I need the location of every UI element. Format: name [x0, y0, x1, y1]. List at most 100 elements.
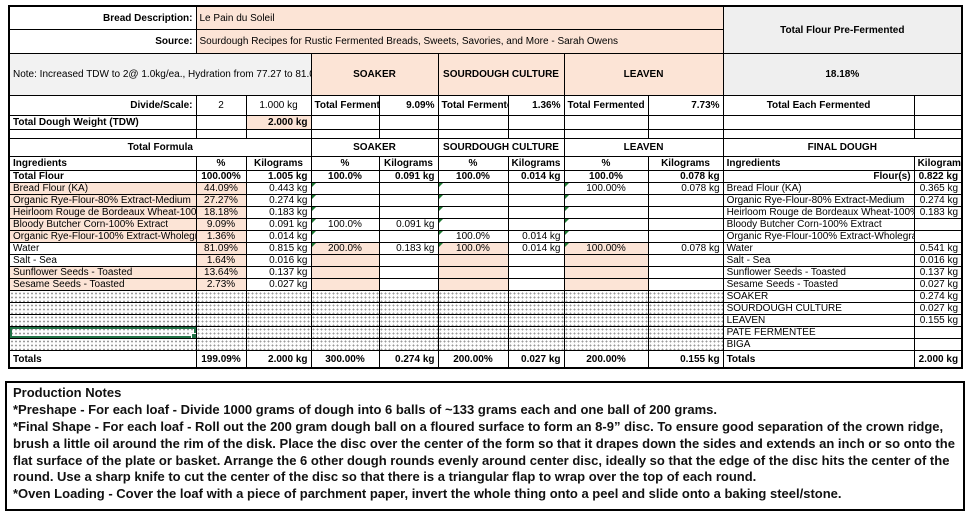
sourdough-pct-cell[interactable]	[437, 266, 509, 279]
leaven-kg-cell[interactable]	[647, 254, 724, 267]
total-flour-prefermented-value-cell[interactable]: 18.18%	[722, 53, 963, 96]
empty-cell[interactable]	[437, 290, 509, 303]
empty-cell[interactable]	[8, 314, 197, 327]
ingredient-name-cell[interactable]: Salt - Sea	[8, 254, 197, 267]
final-kg-cell[interactable]: 0.365 kg	[913, 182, 963, 195]
empty-cell[interactable]	[437, 129, 509, 139]
totals-final-label[interactable]: Totals	[722, 350, 915, 369]
empty-cell[interactable]	[647, 290, 724, 303]
empty-cell[interactable]	[8, 290, 197, 303]
empty-cell[interactable]	[378, 326, 439, 339]
kg-cell[interactable]: 0.443 kg	[245, 182, 312, 195]
final-kg-cell[interactable]: 0.016 kg	[913, 254, 963, 267]
production-notes-box[interactable]: Production Notes *Preshape - For each lo…	[5, 381, 965, 511]
totals-kg[interactable]: 2.000 kg	[245, 350, 312, 369]
empty-cell[interactable]	[245, 290, 312, 303]
section-soaker[interactable]: SOAKER	[310, 138, 439, 157]
empty-cell[interactable]	[378, 302, 439, 315]
ingredient-name-cell[interactable]: Organic Rye-Flour-100% Extract-Wholegrai…	[8, 230, 197, 243]
pct-cell[interactable]: 1.64%	[195, 254, 247, 267]
soaker-kg-cell[interactable]: 0.091 kg	[378, 218, 439, 231]
soaker-pct-cell[interactable]	[310, 206, 380, 219]
final-kg-cell[interactable]: 0.155 kg	[913, 314, 963, 327]
final-name-cell[interactable]: Salt - Sea	[722, 254, 915, 267]
kg-cell[interactable]: 0.014 kg	[245, 230, 312, 243]
final-name-cell[interactable]: BIGA	[722, 338, 915, 351]
totals-pct[interactable]: 199.09%	[195, 350, 247, 369]
col-pct[interactable]: %	[310, 156, 380, 171]
empty-cell[interactable]	[310, 338, 380, 351]
selected-cell[interactable]	[8, 326, 197, 339]
pct-cell[interactable]: 27.27%	[195, 194, 247, 207]
soaker-pct-cell[interactable]: 100.0%	[310, 218, 380, 231]
sourdough-kg-cell[interactable]	[507, 206, 565, 219]
ingredient-name-cell[interactable]: Heirloom Rouge de Bordeaux Wheat-100% Ex	[8, 206, 197, 219]
soaker-kg-cell[interactable]	[378, 206, 439, 219]
leaven-kg-cell[interactable]: 0.078 kg	[647, 170, 724, 183]
pct-cell[interactable]: 81.09%	[195, 242, 247, 255]
sourdough-pct-cell[interactable]	[437, 194, 509, 207]
sourdough-kg-cell[interactable]	[507, 218, 565, 231]
empty-cell[interactable]	[195, 290, 247, 303]
empty-cell[interactable]	[195, 338, 247, 351]
final-kg-cell[interactable]	[913, 338, 963, 351]
soaker-kg-cell[interactable]	[378, 182, 439, 195]
leaven-pct-cell[interactable]: 100.00%	[563, 182, 649, 195]
leaven-kg-cell[interactable]	[647, 206, 724, 219]
leaven-pct-cell[interactable]	[563, 206, 649, 219]
final-kg-cell[interactable]	[913, 326, 963, 339]
col-pct[interactable]: %	[437, 156, 509, 171]
sourdough-kg-cell[interactable]	[507, 266, 565, 279]
totals-final-kg[interactable]: 2.000 kg	[913, 350, 963, 369]
leaven-pct-cell[interactable]	[563, 230, 649, 243]
empty-cell[interactable]	[647, 115, 724, 130]
leaven-kg-cell[interactable]	[647, 266, 724, 279]
leaven-total-fermented-label[interactable]: Total Fermented	[563, 95, 649, 116]
sourdough-kg-cell[interactable]	[507, 182, 565, 195]
empty-cell[interactable]	[437, 338, 509, 351]
section-final-dough[interactable]: FINAL DOUGH	[722, 138, 963, 157]
sourdough-kg-cell[interactable]: 0.014 kg	[507, 170, 565, 183]
totals-soaker-pct[interactable]: 300.00%	[310, 350, 380, 369]
empty-cell[interactable]	[195, 314, 247, 327]
soaker-pct-cell[interactable]	[310, 230, 380, 243]
sourdough-pct-cell[interactable]: 100.0%	[437, 170, 509, 183]
empty-cell[interactable]	[245, 326, 312, 339]
empty-cell[interactable]	[913, 95, 963, 116]
empty-cell[interactable]	[913, 129, 963, 139]
note-cell[interactable]: Note: Increased TDW to 2@ 1.0kg/ea., Hyd…	[8, 53, 312, 96]
soaker-kg-cell[interactable]	[378, 278, 439, 291]
empty-cell[interactable]	[378, 314, 439, 327]
empty-cell[interactable]	[245, 302, 312, 315]
final-name-cell[interactable]: Sunflower Seeds - Toasted	[722, 266, 915, 279]
soaker-kg-cell[interactable]	[378, 254, 439, 267]
empty-cell[interactable]	[8, 129, 197, 139]
empty-cell[interactable]	[563, 338, 649, 351]
empty-cell[interactable]	[437, 302, 509, 315]
leaven-title-cell[interactable]: LEAVEN	[563, 53, 724, 96]
ingredient-name-cell[interactable]: Organic Rye-Flour-80% Extract-Medium	[8, 194, 197, 207]
source-value-cell[interactable]: Sourdough Recipes for Rustic Fermented B…	[195, 29, 724, 54]
sourdough-kg-cell[interactable]	[507, 194, 565, 207]
bread-description-value-cell[interactable]: Le Pain du Soleil	[195, 5, 724, 30]
col-ingredients[interactable]: Ingredients	[722, 156, 915, 171]
ingredient-name-cell[interactable]: Sunflower Seeds - Toasted	[8, 266, 197, 279]
final-name-cell[interactable]: SOURDOUGH CULTURE	[722, 302, 915, 315]
empty-cell[interactable]	[647, 338, 724, 351]
sourdough-kg-cell[interactable]	[507, 278, 565, 291]
empty-cell[interactable]	[507, 326, 565, 339]
empty-cell[interactable]	[437, 314, 509, 327]
soaker-title-cell[interactable]: SOAKER	[310, 53, 439, 96]
soaker-pct-cell[interactable]	[310, 278, 380, 291]
totals-label[interactable]: Totals	[8, 350, 197, 369]
leaven-pct-cell[interactable]: 100.00%	[563, 242, 649, 255]
pct-cell[interactable]: 100.00%	[195, 170, 247, 183]
section-sourdough[interactable]: SOURDOUGH CULTURE	[437, 138, 565, 157]
sourdough-kg-cell[interactable]: 0.014 kg	[507, 230, 565, 243]
final-kg-cell[interactable]: 0.027 kg	[913, 278, 963, 291]
pct-cell[interactable]: 9.09%	[195, 218, 247, 231]
empty-cell[interactable]	[8, 338, 197, 351]
empty-cell[interactable]	[310, 290, 380, 303]
empty-cell[interactable]	[647, 302, 724, 315]
source-label[interactable]: Source:	[8, 29, 197, 54]
